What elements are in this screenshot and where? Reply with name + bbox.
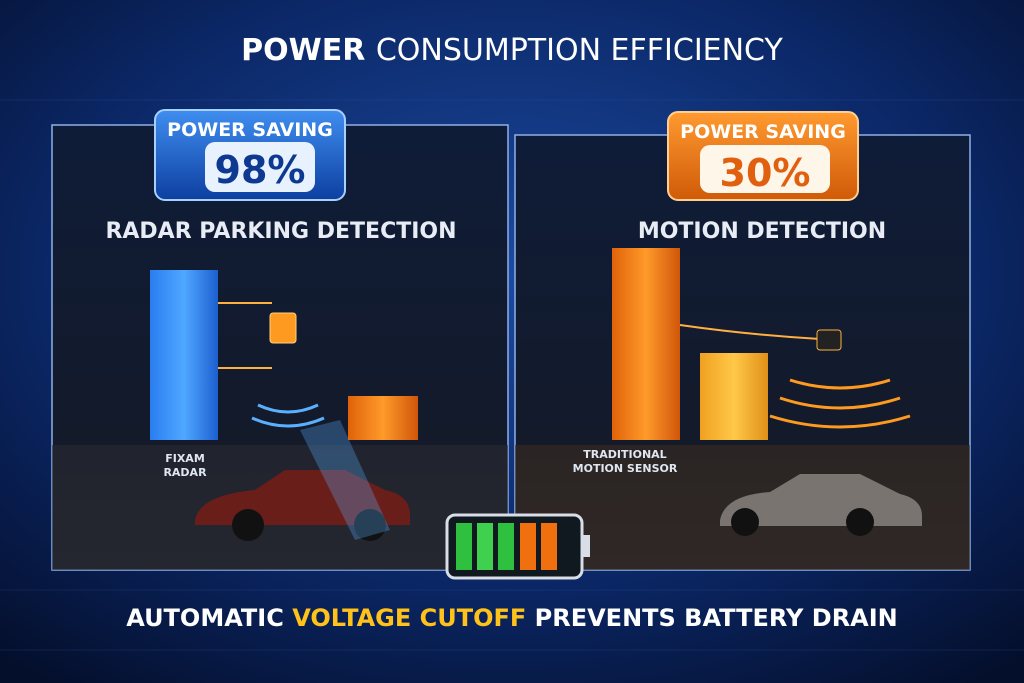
title-rest: CONSUMPTION EFFICIENCY (376, 33, 784, 68)
footer: AUTOMATIC VOLTAGE CUTOFF PREVENTS BATTER… (126, 604, 898, 632)
badge-value-bg (205, 142, 315, 192)
grid-decor (0, 99, 1024, 651)
sensor-icon (816, 329, 842, 351)
battery (445, 513, 590, 580)
device-label: FIXAM (165, 452, 205, 465)
bar-decor (150, 270, 218, 440)
device-label: TRADITIONAL (583, 448, 666, 461)
badge-value: 98% (215, 148, 306, 192)
signal (769, 378, 911, 429)
bar-decor (612, 248, 680, 440)
bar-decor (700, 353, 768, 440)
title: POWER CONSUMPTION EFFICIENCY (241, 33, 783, 68)
bar-decor (348, 396, 418, 440)
radar-beam (300, 420, 390, 540)
car (720, 474, 922, 536)
badge-value: 30% (720, 151, 811, 195)
badge-value-bg (700, 145, 830, 193)
footer-part: PREVENTS BATTERY DRAIN (535, 604, 898, 632)
footer-part: AUTOMATIC (126, 604, 284, 632)
device-label: MOTION SENSOR (573, 462, 678, 475)
device-label: RADAR (163, 466, 207, 479)
title-strong: POWER (241, 33, 365, 68)
heading: RADAR PARKING DETECTION (105, 219, 456, 244)
badge-label: POWER SAVING (167, 119, 333, 141)
footer-highlight: VOLTAGE CUTOFF (292, 604, 526, 632)
car (195, 470, 410, 541)
connector (218, 302, 272, 369)
badge-label: POWER SAVING (680, 121, 846, 143)
signal (251, 403, 325, 428)
sensor-icon (269, 312, 297, 344)
connector (679, 324, 821, 340)
heading: MOTION DETECTION (638, 219, 886, 244)
